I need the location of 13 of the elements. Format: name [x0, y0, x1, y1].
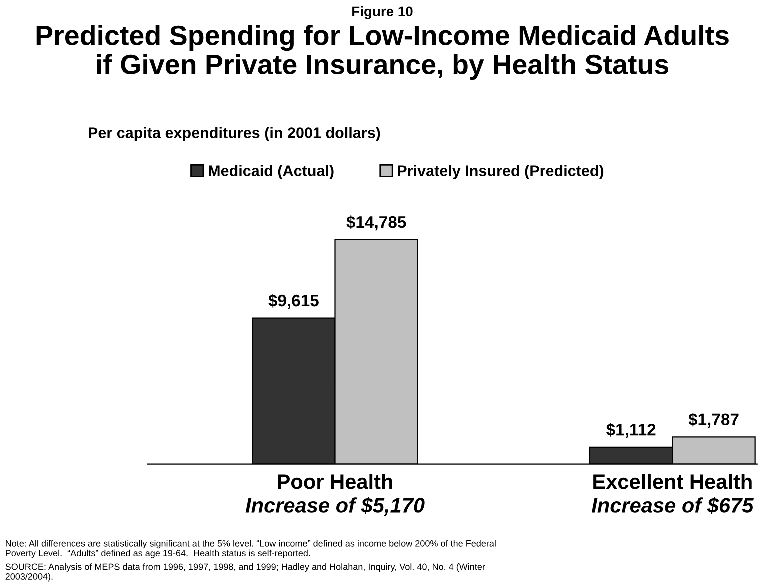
legend-label: Medicaid (Actual)	[209, 165, 334, 180]
chart-title: Predicted Spending for Low-Income Medicaid Adults if Given Private Insurance, by Health Status	[36, 25, 729, 80]
legend-label: Privately Insured (Predicted)	[398, 165, 604, 180]
text: Note: All differences are statistically significant at the 5% level. “Low income” defined as income below 200% of the Federal Poverty Level. “Adults” defined as age 19-64. Health status is self-reported.	[6, 540, 496, 558]
caption: Figure 10	[352, 6, 413, 20]
x-tick-label: Excellent Health Increase of $675	[592, 474, 754, 514]
data-label: $9,615	[268, 294, 319, 310]
data-label: $14,785	[346, 216, 406, 231]
data-label: $1,112	[606, 423, 656, 438]
chart-subtitle: Per capita expenditures (in 2001 dollars)	[88, 127, 380, 142]
x-tick-label: Poor Health Increase of $5,170	[246, 474, 425, 516]
source-note: SOURCE: Analysis of MEPS data from 1996, 1997, 1998, and 1999; Hadley and Holahan, Inquiry, Vol. 40, No. 4 (Winter 2003/2004).	[6, 564, 486, 582]
data-label: $1,787	[688, 412, 739, 428]
